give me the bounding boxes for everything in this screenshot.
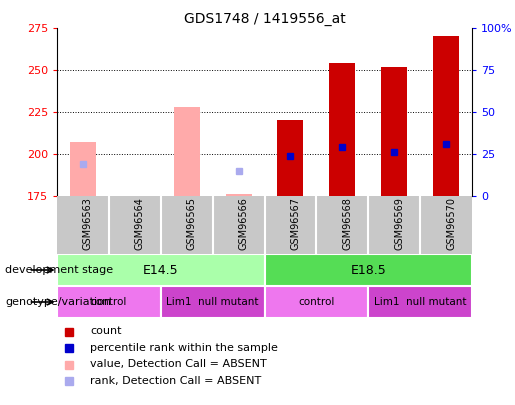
Bar xyxy=(174,107,200,196)
Bar xyxy=(381,67,407,196)
Text: Lim1  null mutant: Lim1 null mutant xyxy=(166,297,259,307)
Text: count: count xyxy=(90,326,122,337)
Text: GSM96565: GSM96565 xyxy=(186,197,197,250)
Bar xyxy=(368,286,472,318)
Bar xyxy=(57,254,265,286)
Text: GSM96563: GSM96563 xyxy=(83,197,93,250)
Text: percentile rank within the sample: percentile rank within the sample xyxy=(90,343,278,353)
Bar xyxy=(278,120,303,196)
Bar xyxy=(330,63,355,196)
Text: GSM96564: GSM96564 xyxy=(135,197,145,250)
Text: E14.5: E14.5 xyxy=(143,264,179,277)
Bar xyxy=(265,286,368,318)
Text: development stage: development stage xyxy=(5,265,113,275)
Bar xyxy=(57,286,161,318)
Text: genotype/variation: genotype/variation xyxy=(5,297,111,307)
Text: control: control xyxy=(298,297,335,307)
Text: E18.5: E18.5 xyxy=(350,264,386,277)
Bar xyxy=(265,254,472,286)
Text: Lim1  null mutant: Lim1 null mutant xyxy=(374,297,467,307)
Text: GSM96568: GSM96568 xyxy=(342,197,352,250)
Text: value, Detection Call = ABSENT: value, Detection Call = ABSENT xyxy=(90,360,267,369)
Text: GSM96566: GSM96566 xyxy=(238,197,249,250)
Bar xyxy=(433,36,459,196)
Bar xyxy=(70,142,96,196)
Text: GSM96570: GSM96570 xyxy=(446,197,456,250)
Text: GSM96567: GSM96567 xyxy=(290,197,300,250)
Text: control: control xyxy=(91,297,127,307)
Title: GDS1748 / 1419556_at: GDS1748 / 1419556_at xyxy=(184,12,346,26)
Text: rank, Detection Call = ABSENT: rank, Detection Call = ABSENT xyxy=(90,376,262,386)
Bar xyxy=(161,286,265,318)
Bar xyxy=(226,194,251,196)
Text: GSM96569: GSM96569 xyxy=(394,197,404,250)
